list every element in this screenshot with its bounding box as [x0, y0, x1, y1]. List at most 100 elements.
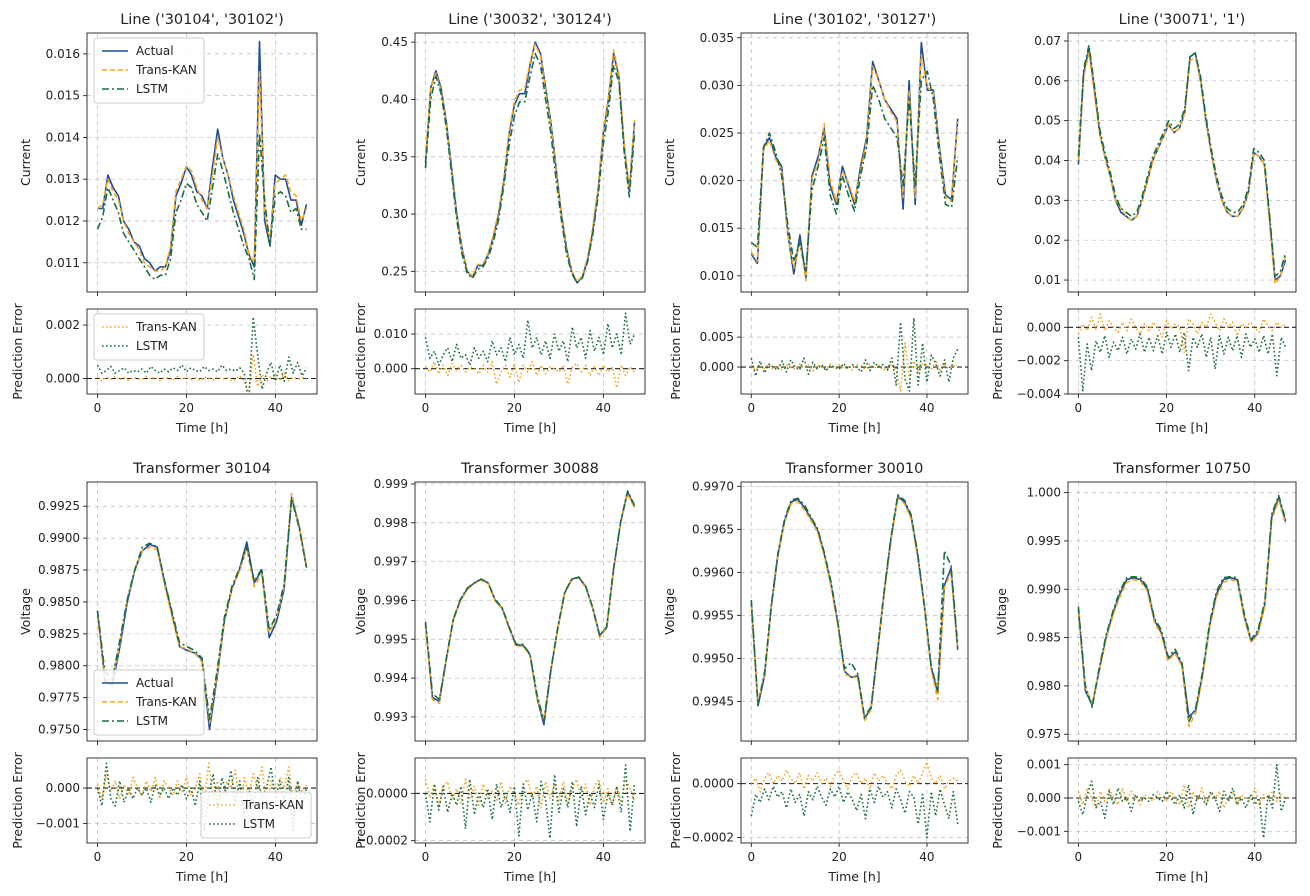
series-group: [1077, 313, 1287, 392]
axes-frame: [86, 32, 318, 293]
series-lstm: [1077, 494, 1287, 723]
series-lstm: [424, 52, 636, 284]
series-actual: [750, 41, 959, 279]
ytick-label: 0.40: [381, 92, 408, 106]
ytick-label: 0.985: [1027, 631, 1061, 645]
ytick-label: 0.9960: [692, 565, 734, 579]
ytick-label: −0.001: [36, 817, 80, 831]
ytick-label: 0.06: [1034, 74, 1061, 88]
legend-label-trans-kan: Trans-KAN: [135, 320, 197, 334]
ytick-label: 0.975: [1027, 727, 1061, 741]
grid: [741, 758, 968, 843]
series-group: [1077, 494, 1287, 728]
y-axis-label: Prediction Error: [10, 751, 25, 848]
xtick-label: 0: [1075, 401, 1083, 415]
panel-4: 0.9750 0.9775 0.9800 0.9825 0.9850 0.9875 0.99…: [18, 461, 318, 745]
panel-11: −0.004 −0.002 0.000 Prediction Error 0 20 40 Ti…: [990, 302, 1297, 435]
ytick-label: 0.014: [46, 130, 80, 144]
ytick-label: 0.999: [374, 477, 408, 491]
axes-frame: [740, 481, 969, 742]
series-group: [750, 494, 959, 722]
ytick-label: 0.25: [381, 264, 408, 278]
legend-0: Actual Trans-KAN LSTM: [93, 37, 205, 104]
xtick-label: 0: [747, 401, 755, 415]
panel-3: 0.01 0.02 0.03 0.04 0.05 0.06 0.07 Current Line …: [994, 12, 1297, 296]
axes-frame: [1067, 481, 1297, 742]
ytick-label: 0.05: [1034, 114, 1061, 128]
ytick-label: 0.001: [1027, 758, 1061, 772]
y-axis-label: Prediction Error: [990, 302, 1005, 399]
axes-frame: [86, 757, 318, 844]
panel-6: 0.9945 0.9950 0.9955 0.9960 0.9965 0.9970 Volt…: [662, 461, 969, 745]
ytick-label: 0.030: [700, 78, 734, 92]
ytick-label: 0.30: [381, 207, 408, 221]
ytick-label: 0.9775: [38, 691, 80, 705]
y-axis-label: Current: [662, 139, 677, 186]
chart-title: Line ('30071', '1'): [1119, 12, 1246, 28]
axes-frame: [740, 308, 969, 395]
series-lstm: [1077, 44, 1287, 277]
chart-title: Transformer 30010: [785, 461, 924, 477]
ytick-label: 0.025: [700, 126, 734, 140]
ytick-label: 0.9950: [692, 651, 734, 665]
x-axis-label: Time [h]: [175, 869, 228, 884]
panel-2: 0.010 0.015 0.020 0.025 0.030 0.035 Current Lin…: [662, 12, 969, 296]
series-trans-kan: [750, 342, 959, 392]
x-axis-label: Time [h]: [175, 420, 228, 435]
ytick-label: 0.993: [374, 710, 408, 724]
ytick-label: 0.994: [374, 671, 408, 685]
grid: [741, 33, 968, 292]
series-group: [750, 317, 959, 392]
axes-frame: [86, 308, 318, 395]
series-lstm: [96, 497, 308, 721]
series-group: [424, 764, 636, 840]
x-axis-label: Time [h]: [503, 420, 556, 435]
panel-5: 0.993 0.994 0.995 0.996 0.997 0.998 0.999 Volta…: [353, 461, 646, 745]
ytick-label: 0.03: [1034, 193, 1061, 207]
panel-12: −0.001 0.000 Prediction Error 0 20 40 Time [h]…: [10, 751, 318, 884]
ytick-label: 0.015: [46, 89, 80, 103]
xtick-label: 40: [268, 401, 283, 415]
series-group: [424, 312, 636, 389]
ytick-label: 0.012: [46, 214, 80, 228]
ytick-label: 0.997: [374, 555, 408, 569]
axes-frame: [1067, 32, 1297, 293]
ytick-label: 0.000: [1027, 791, 1061, 805]
x-axis-label: Time [h]: [503, 869, 556, 884]
xtick-label: 20: [179, 401, 194, 415]
axes-frame: [740, 757, 969, 844]
series-group: [750, 41, 959, 282]
panel-14: −0.0002 0.0000 Prediction Error 0 20 40 Time […: [668, 751, 969, 884]
ytick-label: 0.013: [46, 172, 80, 186]
xtick-label: 40: [1247, 401, 1262, 415]
series-group: [96, 316, 308, 394]
ytick-label: 0.015: [700, 221, 734, 235]
panel-0: 0.011 0.012 0.013 0.014 0.015 0.016 Current Lin…: [18, 12, 318, 296]
grid: [415, 482, 645, 741]
axes-frame: [414, 32, 646, 293]
ytick-label: 0.005: [700, 330, 734, 344]
y-axis-label: Voltage: [353, 588, 368, 635]
series-lstm: [96, 132, 307, 281]
ytick-label: 0.000: [1027, 320, 1061, 334]
series-trans-kan: [1077, 313, 1287, 354]
y-axis-label: Voltage: [18, 588, 33, 635]
xtick-label: 40: [268, 850, 283, 864]
ytick-label: 0.010: [700, 269, 734, 283]
x-axis-label: Time [h]: [1155, 869, 1208, 884]
ytick-label: −0.002: [1017, 354, 1061, 368]
panel-1: 0.25 0.30 0.35 0.40 0.45 Current Line ('30032'…: [353, 12, 646, 296]
ytick-label: 0.996: [374, 593, 408, 607]
y-axis-label: Prediction Error: [10, 302, 25, 399]
legend-frame: [93, 313, 205, 361]
series-lstm: [1077, 763, 1287, 839]
ytick-label: 0.9900: [38, 531, 80, 545]
ytick-label: 0.45: [381, 35, 408, 49]
chart-title: Line ('30104', '30102'): [120, 12, 284, 28]
grid: [415, 309, 645, 394]
ytick-label: 0.9970: [692, 479, 734, 493]
legend-label-lstm: LSTM: [136, 339, 168, 353]
series-actual: [424, 490, 636, 726]
legend-label-lstm: LSTM: [243, 817, 275, 831]
axes-frame: [414, 481, 646, 742]
